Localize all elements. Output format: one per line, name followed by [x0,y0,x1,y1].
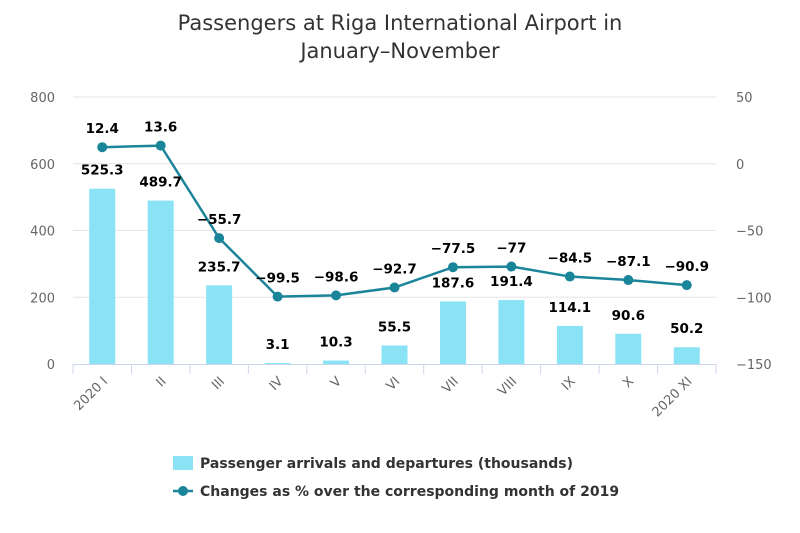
line-point[interactable] [155,140,166,151]
legend-item-bars[interactable]: Passenger arrivals and departures (thous… [173,456,573,472]
line-series [97,140,692,302]
x-axis-tick-label: III [209,374,228,393]
legend-line-label: Changes as % over the corresponding mont… [200,484,619,500]
bar[interactable] [264,362,291,364]
x-axis-tick-label: 2020 I [71,374,111,414]
bar-data-label: 50.2 [670,321,703,337]
line-point[interactable] [506,261,517,272]
x-axis-tick-label: VI [384,374,404,394]
x-axis-tick-label: VIII [495,374,520,399]
x-axis-tick-label: IX [559,374,579,394]
x-axis-tick-label: IV [267,374,287,394]
line-point[interactable] [447,262,458,273]
bar[interactable] [498,300,525,364]
bar-data-label: 55.5 [378,319,411,335]
bar-data-label: 90.6 [612,308,645,324]
left-y-axis: 0 200 400 600 800 [30,91,55,373]
line-point[interactable] [389,282,400,293]
line-point[interactable] [681,280,692,291]
x-axis-tick-label: II [153,374,169,390]
chart-title-line-1: Passengers at Riga International Airport… [178,11,623,35]
line-point[interactable] [97,142,108,153]
legend-item-line[interactable]: Changes as % over the corresponding mont… [173,484,619,500]
bar-data-label: 525.3 [81,163,124,179]
bar[interactable] [439,301,466,364]
right-axis-tick-label: −100 [736,291,772,306]
legend-line-marker-icon [178,486,188,496]
line-data-label: −92.7 [372,262,417,278]
line-point[interactable] [331,290,342,301]
left-axis-tick-label: 400 [30,225,55,240]
bar-data-label: 489.7 [139,175,182,191]
bar-data-label: 191.4 [490,274,533,290]
bar-data-labels: 525.3 489.7 235.7 3.1 10.3 55.5 187.6 191.4 114.… [81,163,704,353]
chart-title-line-2: January–November [298,39,500,63]
line-point[interactable] [623,275,634,286]
x-axis-tick-label: V [328,374,345,391]
legend: Passenger arrivals and departures (thous… [173,456,619,500]
line-point[interactable] [272,291,283,302]
left-axis-tick-label: 200 [30,291,55,306]
bar[interactable] [556,325,583,364]
bar-data-label: 114.1 [549,300,592,316]
line-data-label: −98.6 [314,269,359,285]
line-data-label: −77.5 [431,241,476,257]
line-data-label: −87.1 [606,254,651,270]
left-axis-tick-label: 0 [47,358,55,373]
bar[interactable] [323,360,350,364]
line-data-label: −90.9 [664,259,709,275]
line-point[interactable] [564,271,575,282]
bar[interactable] [673,347,700,364]
line-data-label: −84.5 [548,251,593,267]
right-axis-tick-label: −50 [736,225,763,240]
bar-series [89,188,700,364]
bar[interactable] [147,200,174,364]
left-axis-tick-label: 800 [30,91,55,106]
line-data-label: 13.6 [144,120,177,136]
line-data-label: −99.5 [255,271,300,287]
legend-bar-swatch [173,456,193,470]
right-axis-tick-label: 50 [736,91,753,106]
bar[interactable] [206,285,233,364]
line-data-label: −77 [496,241,526,257]
bar-data-label: 235.7 [198,259,241,275]
line-data-labels: 12.4 13.6 −55.7 −99.5 −98.6 −92.7 −77.5 −77 −84.… [86,120,710,287]
gridlines [73,96,716,298]
left-axis-tick-label: 600 [30,158,55,173]
bar[interactable] [615,333,642,364]
line-point[interactable] [214,233,225,244]
bar[interactable] [381,345,408,364]
line-data-label: 12.4 [86,121,119,137]
bar-data-label: 10.3 [319,335,352,351]
legend-bar-label: Passenger arrivals and departures (thous… [200,456,573,472]
x-axis-tick-label: VII [439,374,461,396]
right-y-axis: −150 −100 −50 0 50 [736,91,772,373]
right-axis-tick-label: 0 [736,158,744,173]
x-axis: 2020 I II III IV V VI VII VIII IX X 2020 XI [71,364,717,420]
bar[interactable] [89,188,116,364]
x-axis-tick-label: X [620,374,637,391]
chart-title: Passengers at Riga International Airport… [178,11,623,63]
bar-data-label: 187.6 [432,275,475,291]
bar-data-label: 3.1 [266,337,290,353]
right-axis-tick-label: −150 [736,358,772,373]
x-axis-tick-label: 2020 XI [650,374,696,420]
line-data-label: −55.7 [197,212,242,228]
